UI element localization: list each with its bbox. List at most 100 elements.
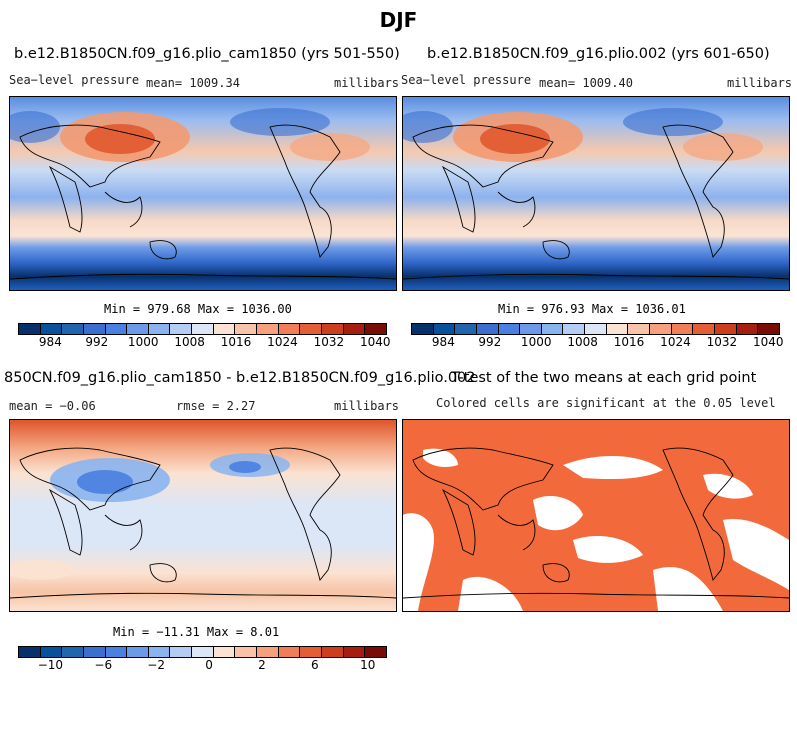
panel4-title: T-test of the two means at each grid poi…	[451, 370, 757, 386]
panel1-title: b.e12.B1850CN.f09_g16.plio_cam1850 (yrs …	[14, 46, 400, 62]
colorbar-swatch	[498, 324, 521, 334]
colorbar-tick-label: 992	[85, 335, 109, 349]
panel1-colorbar	[18, 323, 387, 335]
panel1-mean: mean= 1009.34	[146, 76, 240, 90]
colorbar-swatch	[213, 647, 236, 657]
panel3-rmse: rmse = 2.27	[176, 399, 256, 413]
panel2-colorbar	[411, 323, 780, 335]
colorbar-swatch	[257, 647, 279, 657]
colorbar-tick-label: −6	[94, 658, 113, 672]
panel3-mean: mean = −0.06	[9, 399, 96, 413]
colorbar-swatch	[62, 324, 84, 334]
colorbar-swatch	[19, 647, 41, 657]
colorbar-tick-label: −2	[147, 658, 166, 672]
colorbar-swatch	[520, 324, 542, 334]
colorbar-tick-label: 1000	[520, 335, 552, 349]
colorbar-tick-label: 1008	[567, 335, 598, 349]
colorbar-swatch	[321, 324, 344, 334]
panel3-minmax: Min = −11.31 Max = 8.01	[113, 625, 280, 639]
colorbar-tick-label: 1016	[220, 335, 252, 349]
colorbar-tick-label: 1024	[267, 335, 298, 349]
colorbar-swatch	[170, 324, 193, 334]
colorbar-swatch	[476, 324, 499, 334]
colorbar-tick-label: 10	[360, 658, 376, 672]
colorbar-swatch	[235, 324, 258, 334]
colorbar-tick-label: 1024	[660, 335, 691, 349]
colorbar-tick-label: 2	[258, 658, 266, 672]
colorbar-swatch	[606, 324, 629, 334]
colorbar-swatch	[433, 324, 456, 334]
panel1-minmax: Min = 979.68 Max = 1036.00	[104, 302, 292, 316]
colorbar-swatch	[170, 647, 193, 657]
colorbar-tick-label: 984	[38, 335, 62, 349]
panel2-map	[402, 96, 790, 291]
colorbar-swatch	[541, 324, 564, 334]
colorbar-tick-label: 1040	[360, 335, 391, 349]
colorbar-swatch	[671, 324, 694, 334]
colorbar-swatch	[235, 647, 258, 657]
colorbar-tick-label: 0	[205, 658, 213, 672]
colorbar-swatch	[40, 647, 63, 657]
colorbar-swatch	[83, 324, 106, 334]
colorbar-swatch	[300, 324, 322, 334]
panel4-subtitle: Colored cells are significant at the 0.0…	[436, 396, 776, 410]
panel1-map	[9, 96, 397, 291]
panel2-units: millibars	[727, 76, 793, 90]
panel3-map	[9, 419, 397, 612]
colorbar-swatch	[321, 647, 344, 657]
colorbar-swatch	[213, 324, 236, 334]
colorbar-tick-label: 1032	[313, 335, 345, 349]
colorbar-tick-label: 1008	[174, 335, 205, 349]
colorbar-swatch	[563, 324, 586, 334]
colorbar-swatch	[343, 647, 366, 657]
panel1-units: millibars	[334, 76, 400, 90]
colorbar-tick-label: 6	[311, 658, 319, 672]
colorbar-swatch	[412, 324, 434, 334]
colorbar-swatch	[758, 324, 779, 334]
colorbar-swatch	[148, 324, 171, 334]
colorbar-swatch	[693, 324, 715, 334]
colorbar-tick-label: 1032	[706, 335, 738, 349]
colorbar-swatch	[192, 647, 214, 657]
panel4-map	[402, 419, 790, 612]
colorbar-swatch	[628, 324, 651, 334]
panel2-minmax: Min = 976.93 Max = 1036.01	[498, 302, 686, 316]
panel4-map-field	[403, 420, 789, 611]
panel3-colorbar	[18, 646, 387, 658]
colorbar-tick-label: 992	[478, 335, 502, 349]
colorbar-swatch	[585, 324, 607, 334]
colorbar-swatch	[192, 324, 214, 334]
panel2-mean: mean= 1009.40	[539, 76, 633, 90]
panel2-variable-label: Sea−level pressure	[401, 73, 532, 87]
panel1-variable-label: Sea−level pressure	[9, 73, 140, 87]
panel1-map-field	[10, 97, 396, 290]
colorbar-swatch	[278, 647, 301, 657]
panel2-title: b.e12.B1850CN.f09_g16.plio.002 (yrs 601-…	[427, 46, 770, 62]
colorbar-swatch	[105, 324, 128, 334]
colorbar-swatch	[278, 324, 301, 334]
colorbar-tick-label: 1000	[127, 335, 159, 349]
panel3-map-field	[10, 420, 396, 611]
page-title: DJF	[379, 8, 418, 32]
colorbar-swatch	[83, 647, 106, 657]
colorbar-swatch	[127, 324, 149, 334]
colorbar-swatch	[714, 324, 737, 334]
panel2-map-field	[403, 97, 789, 290]
colorbar-swatch	[736, 324, 759, 334]
colorbar-tick-label: 984	[431, 335, 455, 349]
colorbar-swatch	[40, 324, 63, 334]
colorbar-swatch	[127, 647, 149, 657]
colorbar-swatch	[148, 647, 171, 657]
colorbar-tick-label: 1016	[613, 335, 645, 349]
colorbar-swatch	[343, 324, 366, 334]
panel3-units: millibars	[334, 399, 400, 413]
colorbar-swatch	[257, 324, 279, 334]
panel3-title: 850CN.f09_g16.plio_cam1850 - b.e12.B1850…	[4, 370, 476, 386]
colorbar-swatch	[62, 647, 84, 657]
colorbar-swatch	[300, 647, 322, 657]
colorbar-swatch	[19, 324, 41, 334]
colorbar-swatch	[650, 324, 672, 334]
colorbar-swatch	[365, 647, 386, 657]
colorbar-swatch	[455, 324, 477, 334]
colorbar-swatch	[365, 324, 386, 334]
